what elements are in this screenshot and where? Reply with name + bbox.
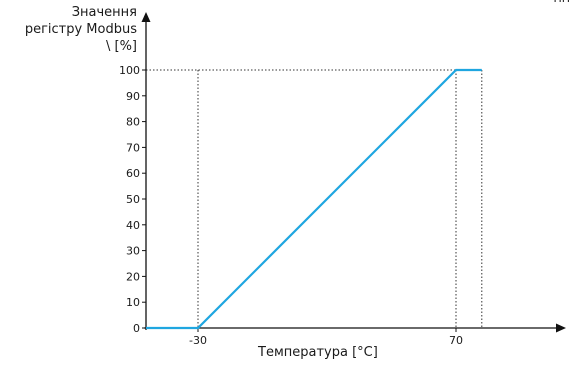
axes-layer bbox=[141, 12, 566, 333]
y-tick-label-80: 80 bbox=[126, 116, 140, 129]
corner-mark: ПП bbox=[553, 0, 570, 5]
y-tick-label-90: 90 bbox=[126, 90, 140, 103]
x-axis-label: Температура [°C] bbox=[258, 345, 378, 360]
y-tick-label-30: 30 bbox=[126, 245, 140, 258]
ticks-layer: 0 10 20 30 40 50 60 70 80 90 100 -30 70 bbox=[119, 64, 463, 347]
y-tick-label-10: 10 bbox=[126, 296, 140, 309]
x-tick-label--30: -30 bbox=[189, 334, 207, 347]
x-tick-label-70: 70 bbox=[449, 334, 463, 347]
y-tick-label-70: 70 bbox=[126, 141, 140, 154]
y-axis-label-line-2: регістру Modbus bbox=[24, 22, 137, 37]
y-axis-label-line-1: Значення bbox=[71, 5, 137, 20]
y-tick-label-40: 40 bbox=[126, 219, 140, 232]
y-axis-label-line-3: \ [%] bbox=[105, 39, 137, 54]
y-axis-arrow bbox=[141, 12, 151, 22]
y-tick-label-60: 60 bbox=[126, 167, 140, 180]
guide-lines-layer bbox=[146, 69, 483, 328]
x-axis-arrow bbox=[556, 323, 566, 333]
y-tick-label-50: 50 bbox=[126, 193, 140, 206]
y-tick-label-0: 0 bbox=[133, 322, 140, 335]
series-line-1 bbox=[146, 68, 482, 330]
series-layer bbox=[145, 68, 482, 330]
y-tick-label-100: 100 bbox=[119, 64, 140, 77]
y-tick-label-20: 20 bbox=[126, 270, 140, 283]
